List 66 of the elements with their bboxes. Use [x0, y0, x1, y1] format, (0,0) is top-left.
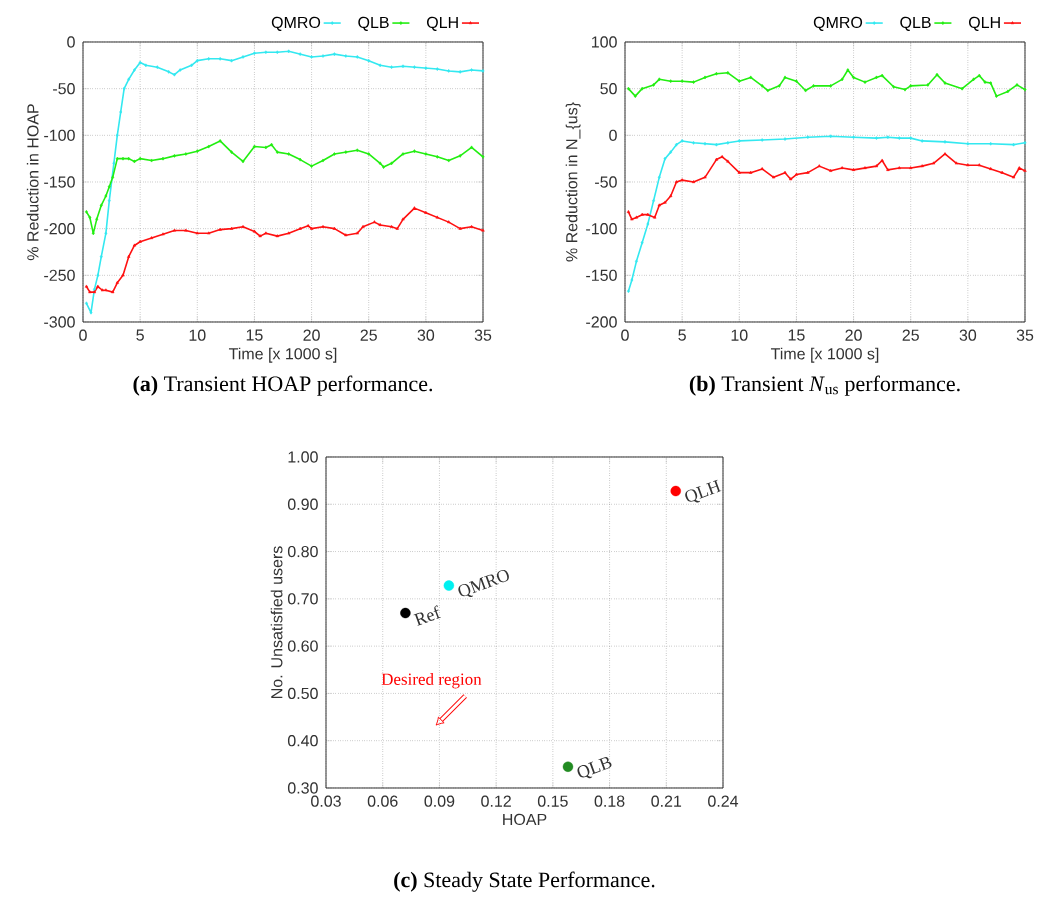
x-tick-label: 0	[621, 329, 629, 341]
y-tick-label: -100	[586, 223, 617, 235]
y-tick-label: -200	[586, 316, 617, 328]
y-tick-label: 0.70	[287, 593, 318, 605]
y-tick-label: 0.60	[287, 640, 318, 652]
x-tick-label: 35	[474, 329, 492, 341]
text: QLB	[577, 757, 612, 779]
y-tick-label: -150	[586, 269, 617, 281]
y-tick-label: 0.40	[287, 735, 318, 747]
legend-label: QLH	[426, 16, 458, 31]
x-tick-label: 20	[845, 329, 862, 341]
annotation: Desired region	[381, 673, 482, 689]
x-tick-label: 35	[1016, 329, 1034, 341]
legend-label: QLB	[900, 16, 931, 31]
x-tick-label: 5	[136, 329, 144, 341]
text: (b) Transient N$_{us}$ performance.	[689, 375, 960, 396]
y-tick-label: -200	[44, 223, 75, 235]
text: (c) Steady State Performance.	[394, 871, 655, 892]
y-tick-label: 0.80	[287, 545, 318, 558]
y-tick-label: -150	[44, 176, 75, 188]
x-tick-label: 0.18	[594, 795, 625, 807]
y-tick-label: -250	[44, 269, 75, 281]
x-tick-label: 0.12	[481, 795, 511, 807]
x-tick-label: 0	[79, 329, 87, 341]
y-tick-label: 0.50	[287, 687, 318, 700]
x-tick-label: 0.21	[651, 795, 682, 807]
text: QLH	[685, 479, 722, 503]
y-tick-label: 50	[600, 83, 617, 95]
y-tick-label: 1.00	[288, 451, 318, 463]
y-tick-label: 0	[609, 129, 617, 141]
y-tick-label: 0.30	[287, 782, 318, 794]
y-tick-label: 0.90	[287, 498, 318, 510]
x-tick-label: 25	[902, 329, 919, 341]
y-tick-label: -100	[44, 129, 75, 141]
x-tick-label: 10	[731, 329, 748, 341]
legend-label: QMRO	[813, 16, 863, 31]
x-axis-title: Time [x 1000 s]	[228, 347, 337, 363]
text: Ref	[413, 605, 441, 626]
x-tick-label: 25	[360, 329, 377, 341]
x-tick-label: 15	[246, 329, 263, 341]
x-tick-label: 0.03	[311, 795, 341, 807]
legend-label: QLB	[358, 16, 389, 31]
x-tick-label: 0.09	[424, 795, 455, 807]
y-tick-label: -50	[53, 83, 75, 95]
x-tick-label: 0.24	[708, 795, 739, 807]
y-tick-label: 0	[67, 36, 75, 48]
y-axis-title: No. Unsatisfied users	[270, 546, 283, 698]
x-tick-label: 10	[189, 329, 206, 341]
x-tick-label: 20	[303, 329, 320, 341]
x-axis-title: Time [x 1000 s]	[770, 347, 879, 363]
y-tick-label: -50	[595, 176, 617, 188]
y-tick-label: 100	[592, 36, 617, 48]
text: QMRO	[458, 569, 509, 598]
y-axis-title: % Reduction in N_{us}	[565, 102, 581, 262]
y-axis-title: % Reduction in HOAP	[26, 104, 39, 261]
y-tick-label: -300	[44, 316, 75, 328]
x-tick-label: 30	[417, 329, 435, 341]
x-tick-label: 0.06	[367, 795, 398, 807]
x-tick-label: 15	[788, 329, 805, 341]
legend-label: QMRO	[271, 16, 321, 31]
x-tick-label: 30	[959, 329, 977, 341]
x-tick-label: 0.15	[537, 795, 568, 807]
legend-label: QLH	[968, 16, 1000, 31]
x-axis-title: HOAP	[503, 813, 547, 826]
x-tick-label: 5	[678, 329, 686, 341]
text: (a) Transient HOAP performance.	[133, 375, 433, 396]
